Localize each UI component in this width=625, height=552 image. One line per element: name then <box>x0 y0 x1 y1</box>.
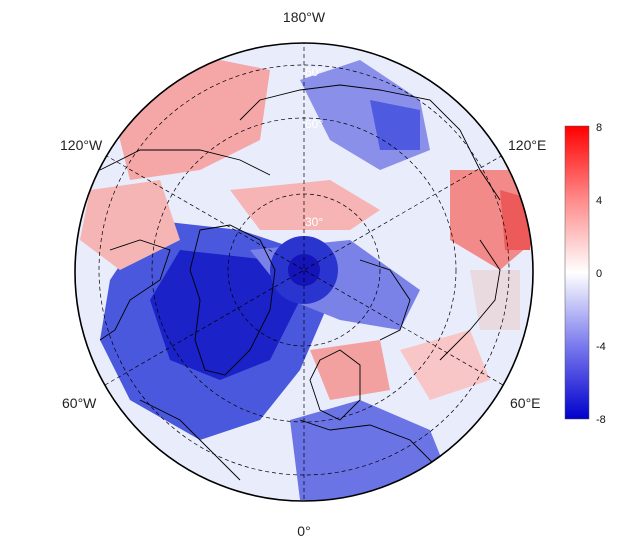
map-boundary <box>74 42 534 502</box>
colorbar-gradient <box>564 125 590 420</box>
graticule <box>98 43 510 501</box>
lat-label-60-inner: 60° <box>305 117 323 131</box>
colorbar-tick-8: 8 <box>596 122 602 134</box>
lon-label-120w: 120°W <box>60 137 103 153</box>
colorbar-tick-neg4: -4 <box>596 341 606 353</box>
lon-label-120e: 120°E <box>508 137 546 153</box>
colorbar-tick-neg8: -8 <box>596 414 606 426</box>
colorbar-tick-4: 4 <box>596 195 602 207</box>
colorbar-tick-0: 0 <box>596 268 602 280</box>
lat-label-30: 30° <box>305 215 323 229</box>
colorbar: 8 4 0 -4 -8 <box>564 122 606 426</box>
lon-label-0: 0° <box>297 523 310 539</box>
lon-label-60w: 60°W <box>62 395 97 411</box>
anomaly-field <box>75 43 533 501</box>
lon-label-180w: 180°W <box>283 9 326 25</box>
lat-label-60-outer: 60° <box>305 65 323 79</box>
lon-label-60e: 60°E <box>510 395 541 411</box>
coastlines <box>99 84 501 501</box>
